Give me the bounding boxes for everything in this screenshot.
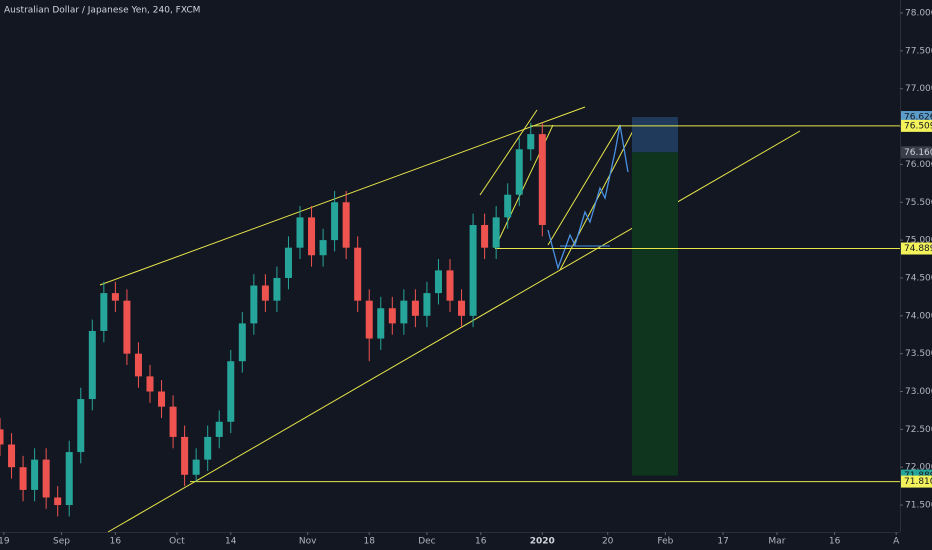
candle-body xyxy=(169,406,177,437)
x-tick-label: 16 xyxy=(475,537,487,547)
candle-body xyxy=(377,308,385,339)
y-tick-label: 75.000 xyxy=(905,236,932,246)
candle-body xyxy=(492,217,500,248)
candle-body xyxy=(319,240,327,256)
candle-body xyxy=(434,270,442,294)
candle-body xyxy=(19,467,27,490)
candle-body xyxy=(458,300,466,316)
candle-body xyxy=(331,202,339,241)
trend-line xyxy=(99,106,586,286)
y-tick-label: 74.000 xyxy=(905,311,932,321)
candle-body xyxy=(123,300,131,354)
x-tick-label: Nov xyxy=(299,537,317,547)
x-tick-label: Oct xyxy=(169,537,185,547)
channel-line xyxy=(479,109,538,196)
x-tick-label: 19 xyxy=(0,537,10,547)
candle-body xyxy=(446,270,454,301)
candle-body xyxy=(31,459,39,490)
x-tick-label: A xyxy=(893,537,900,547)
candle-body xyxy=(227,361,235,422)
candle-body xyxy=(77,399,85,453)
x-tick-label: 18 xyxy=(364,537,376,547)
candle-body xyxy=(134,353,142,377)
price-badge xyxy=(901,119,932,132)
y-tick-label: 72.500 xyxy=(905,425,932,435)
candle-body xyxy=(192,459,200,475)
candle-body xyxy=(238,323,246,362)
price-badge xyxy=(901,146,932,159)
y-tick-label: 77.000 xyxy=(905,84,932,94)
drawings xyxy=(99,106,801,533)
chart-title: Australian Dollar / Japanese Yen, 240, F… xyxy=(4,6,200,16)
price-badge-label: 76.509 xyxy=(904,121,932,131)
candle-body xyxy=(204,436,212,460)
trend-line xyxy=(107,130,801,533)
candle-body xyxy=(54,497,62,506)
candle-body xyxy=(42,459,50,498)
x-tick-label: 17 xyxy=(717,537,728,547)
x-tick-label: 20 xyxy=(602,537,614,547)
candle-body xyxy=(296,217,304,248)
price-badge xyxy=(901,475,932,488)
candle-body xyxy=(538,134,546,225)
candle-body xyxy=(284,247,292,278)
channel-line xyxy=(547,124,621,246)
x-tick-label: 16 xyxy=(110,537,122,547)
x-tick-label: Sep xyxy=(53,537,70,547)
candle-body xyxy=(215,421,223,437)
price-axis xyxy=(900,0,932,550)
candle-body xyxy=(515,149,523,195)
candle-body xyxy=(146,376,154,392)
y-tick-label: 71.500 xyxy=(905,501,932,511)
candle-body xyxy=(342,202,350,248)
candle-body xyxy=(100,293,108,331)
y-tick-label: 72.000 xyxy=(905,463,932,473)
stop-zone xyxy=(632,117,678,153)
candle-body xyxy=(365,300,373,339)
price-badge-label: 71.810 xyxy=(904,477,932,487)
candle-body xyxy=(8,444,16,468)
candle-body xyxy=(400,300,408,324)
candle-body xyxy=(0,429,4,445)
price-badge-label: 76.160 xyxy=(904,148,932,158)
x-tick-label: 2020 xyxy=(530,537,555,547)
price-badge-label: 76.626 xyxy=(904,113,932,123)
candle-body xyxy=(181,436,189,475)
x-tick-label: 16 xyxy=(829,537,841,547)
candle-body xyxy=(504,194,512,218)
candle-body xyxy=(469,224,477,316)
price-badge xyxy=(901,242,932,255)
candle-body xyxy=(111,293,119,301)
candle-body xyxy=(423,293,431,316)
candle-body xyxy=(158,391,166,407)
candle-body xyxy=(354,247,362,301)
target-zone xyxy=(632,152,678,476)
candle-body xyxy=(65,452,73,506)
candle-body xyxy=(411,300,419,316)
y-tick-label: 75.500 xyxy=(905,198,932,208)
candle-body xyxy=(88,330,96,400)
candle-body xyxy=(308,217,316,256)
price-badge-label: 74.889 xyxy=(904,244,932,254)
candle-body xyxy=(261,285,269,301)
x-tick-label: Mar xyxy=(768,537,785,547)
candle-body xyxy=(481,224,489,248)
candle-body xyxy=(388,308,396,324)
y-tick-label: 76.000 xyxy=(905,160,932,170)
candle-body xyxy=(250,285,258,324)
y-tick-label: 77.500 xyxy=(905,46,932,56)
x-tick-label: Feb xyxy=(657,537,673,547)
y-tick-label: 73.000 xyxy=(905,387,932,397)
y-tick-label: 74.500 xyxy=(905,273,932,283)
candle-body xyxy=(527,134,535,150)
y-tick-label: 73.500 xyxy=(905,349,932,359)
x-tick-label: Dec xyxy=(418,537,435,547)
x-tick-label: 14 xyxy=(225,537,237,547)
candle-body xyxy=(273,277,281,301)
y-tick-label: 78.000 xyxy=(905,9,932,19)
